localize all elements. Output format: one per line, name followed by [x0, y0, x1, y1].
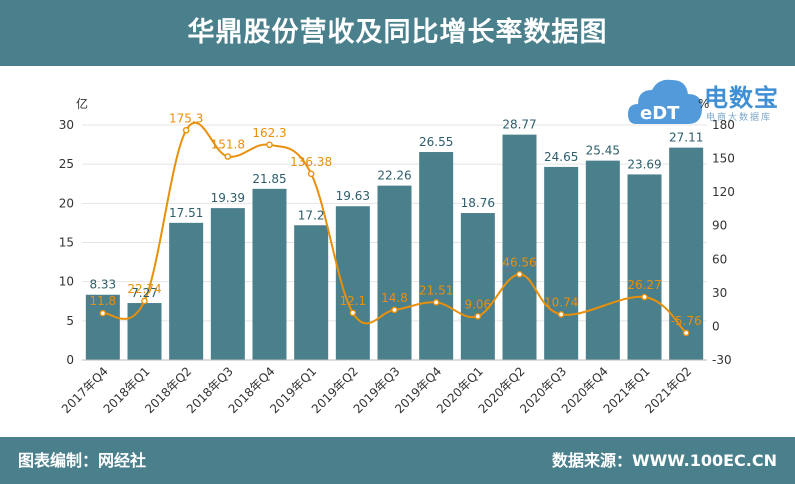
y-tick-label: 25	[59, 157, 74, 171]
header-bar	[0, 0, 795, 66]
bar-value-label: 7.27	[131, 286, 158, 300]
bar	[85, 294, 120, 360]
y-tick-label: 5	[66, 314, 74, 328]
growth-rate-point	[682, 329, 690, 337]
bar-value-label: 25.45	[586, 144, 620, 158]
growth-rate-point	[224, 153, 232, 160]
bar-value-label: 19.39	[211, 191, 245, 205]
y-axis-unit: 亿	[76, 96, 88, 111]
logo-cloud-text: eDT	[640, 103, 680, 124]
y2-tick-label: 180	[712, 118, 735, 132]
bar	[294, 225, 329, 360]
bar-value-label: 17.2	[298, 208, 325, 222]
y2-tick-label: 120	[712, 185, 735, 199]
growth-rate-point	[557, 311, 565, 318]
y2-tick-label: 30	[712, 286, 727, 300]
growth-rate-label: 21.51	[419, 283, 453, 297]
growth-rate-label: 11.8	[89, 294, 116, 308]
growth-rate-label: 175.3	[169, 111, 203, 125]
y-tick-label: 15	[59, 236, 74, 250]
bar-value-label: 28.77	[502, 118, 536, 132]
growth-rate-point	[99, 309, 107, 317]
y-tick-label: 20	[59, 196, 74, 210]
footer-source: 数据来源：WWW.100EC.CN	[551, 451, 777, 470]
growth-rate-label: 12.1	[339, 294, 366, 308]
growth-rate-label: 9.06	[464, 297, 491, 311]
growth-rate-label: 136.38	[290, 155, 332, 169]
bar	[544, 166, 579, 360]
growth-rate-point	[516, 271, 523, 278]
bar-value-label: 26.55	[419, 135, 453, 149]
growth-rate-label: 46.56	[502, 255, 536, 269]
footer-editor: 图表编制：网经社	[18, 451, 147, 470]
growth-rate-label: 10.74	[544, 295, 578, 309]
growth-rate-point	[432, 299, 440, 306]
bar-value-label: 21.85	[252, 172, 286, 186]
y2-tick-label: 0	[712, 319, 720, 333]
y-tick-label: 30	[59, 118, 74, 132]
bar	[169, 222, 204, 360]
y-tick-label: 10	[59, 275, 74, 289]
growth-rate-point	[391, 306, 398, 314]
growth-rate-label: 26.27	[627, 278, 661, 292]
growth-rate-point	[349, 309, 357, 317]
y2-tick-label: 60	[712, 252, 727, 266]
y2-tick-label: 90	[712, 219, 727, 233]
bar	[502, 134, 537, 360]
revenue-chart: 0 5 10 15 20 25 30 -30 0 30 60 90 120 150 180 亿 % 8.33 7.2…	[59, 96, 735, 416]
y-tick-label: 0	[66, 353, 74, 367]
bar-value-label: 27.11	[669, 131, 703, 145]
bar-value-label: 22.26	[377, 169, 411, 183]
footer-bar: 图表编制：网经社 数据来源：WWW.100EC.CN	[0, 437, 795, 484]
growth-rate-label: -5.76	[671, 314, 702, 328]
bar	[419, 152, 454, 360]
growth-rate-label: 22.74	[127, 282, 161, 296]
growth-rate-point	[182, 126, 190, 134]
y2-tick-label: -30	[712, 353, 732, 367]
y2-tick-label: 150	[712, 152, 735, 166]
growth-rate-label: 151.8	[211, 138, 245, 152]
bar-value-label: 23.69	[627, 157, 661, 171]
bar	[669, 147, 704, 360]
bar	[460, 213, 495, 360]
bar-value-label: 24.65	[544, 150, 578, 164]
dianshubao-logo: eDT 电数宝 电商大数据库	[628, 72, 793, 134]
bar	[627, 174, 662, 360]
cloud-icon: eDT	[628, 79, 702, 124]
logo-subtitle: 电商大数据库	[706, 113, 773, 123]
growth-rate-point	[641, 293, 648, 301]
bar	[210, 208, 245, 360]
growth-rate-point	[474, 312, 482, 320]
bar-value-label: 17.51	[169, 206, 203, 220]
bar	[127, 303, 162, 360]
growth-rate-label: 14.8	[381, 291, 408, 305]
bar-value-label: 8.33	[89, 278, 116, 292]
growth-rate-label: 162.3	[252, 126, 286, 140]
y2-axis-unit: %	[698, 97, 709, 111]
bar	[585, 160, 620, 360]
bar-value-label: 18.76	[461, 196, 495, 210]
growth-rate-point	[141, 297, 148, 305]
chart-title: 华鼎股份营收及同比增长率数据图	[187, 17, 608, 48]
growth-rate-point	[307, 170, 315, 178]
bar-value-label: 19.63	[336, 189, 370, 203]
logo-brand: 电数宝	[704, 84, 779, 112]
growth-rate-point	[266, 141, 273, 149]
bar	[252, 188, 287, 360]
bar	[377, 185, 412, 360]
